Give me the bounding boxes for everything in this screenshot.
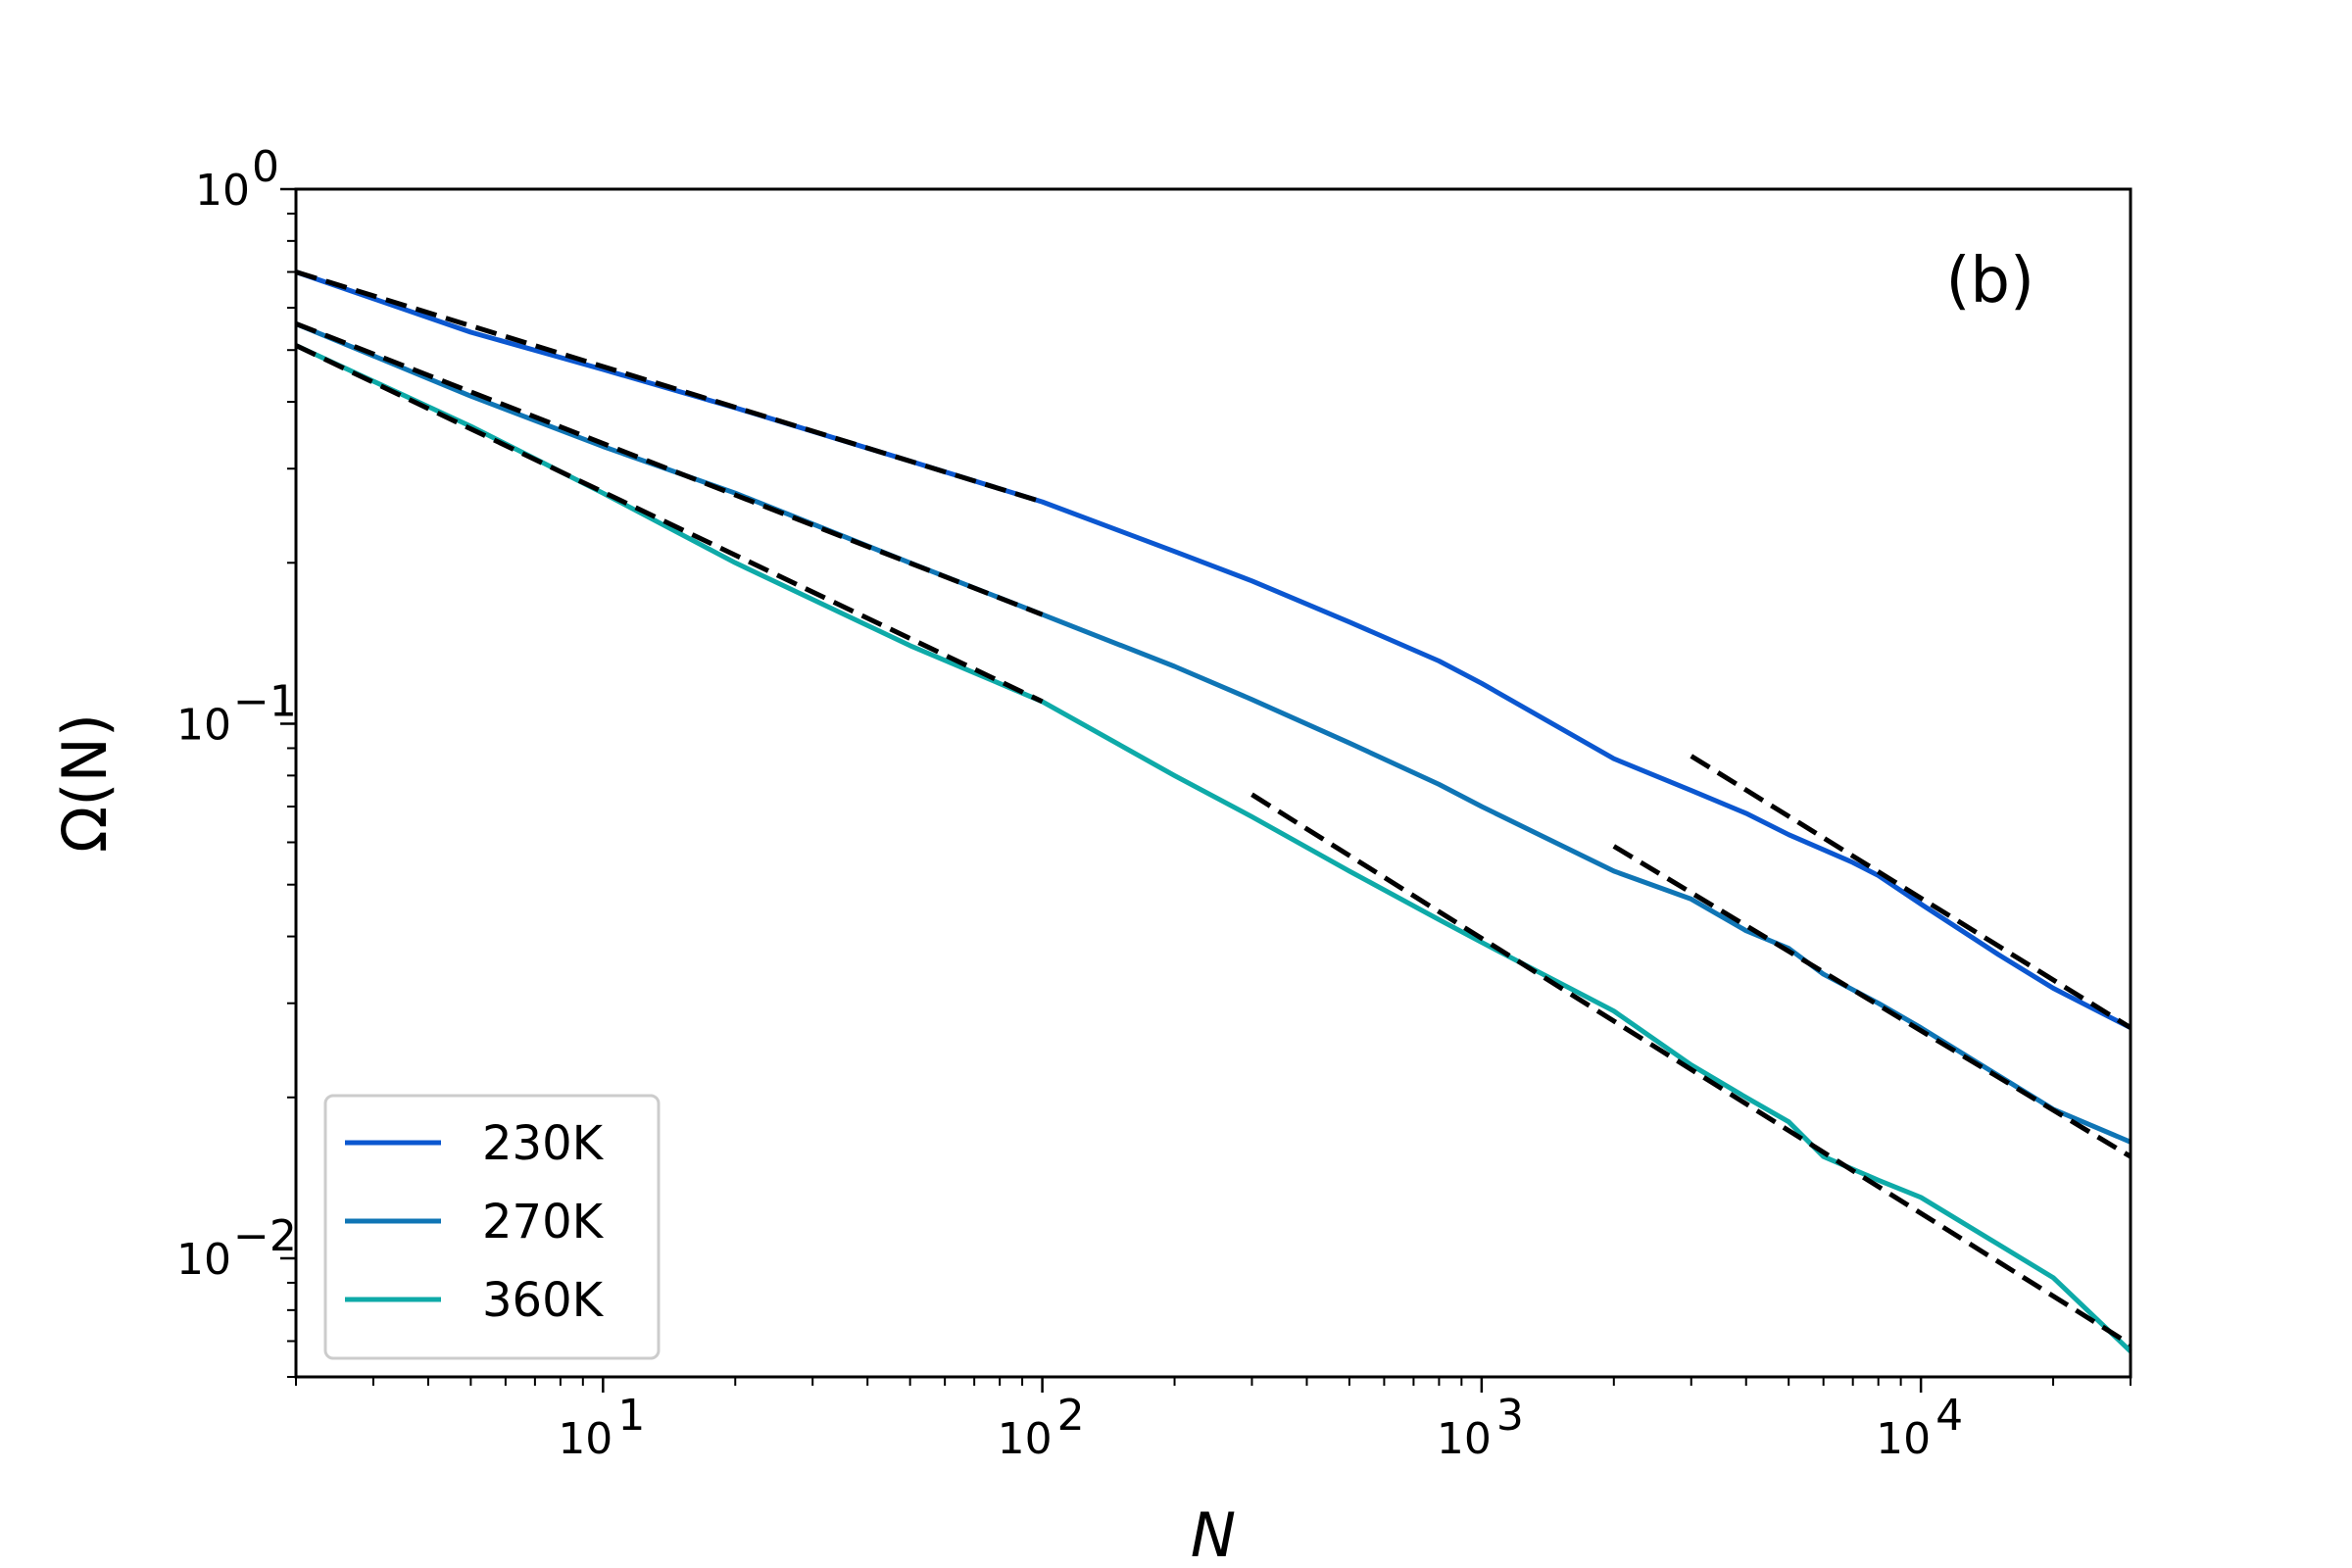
fit-line	[295, 321, 1044, 617]
y-tick-label: 10 −1	[176, 676, 297, 750]
legend: 230K 270K 360K	[323, 1094, 661, 1360]
x-tick-exp: 1	[617, 1391, 645, 1441]
legend-entry: 230K	[345, 1116, 605, 1171]
x-axis-label: N	[1191, 1499, 1236, 1568]
y-axis-label: Ω(N)	[49, 713, 121, 853]
x-tick-base: 10	[1437, 1414, 1492, 1464]
y-tick-base: 10	[195, 166, 250, 216]
x-tick-base: 10	[558, 1414, 612, 1464]
legend-box	[323, 1094, 661, 1360]
y-tick-exp: −2	[233, 1211, 297, 1261]
series-line-230K	[295, 270, 2132, 1030]
legend-entry: 270K	[345, 1195, 605, 1250]
legend-entry: 360K	[345, 1273, 605, 1328]
fit-line	[1612, 844, 2132, 1159]
x-tick-base: 10	[998, 1414, 1053, 1464]
x-tick-label: 10 4	[1876, 1391, 1963, 1464]
fit-line	[1250, 792, 2132, 1348]
major-ticks	[280, 187, 1923, 1393]
panel-label: (b)	[1945, 245, 2034, 318]
y-tick-label: 10 −2	[176, 1211, 297, 1285]
x-tick-exp: 3	[1496, 1391, 1524, 1441]
legend-label: 270K	[482, 1195, 605, 1250]
x-tick-exp: 2	[1057, 1391, 1085, 1441]
fit-line	[295, 270, 1044, 505]
legend-entries: 230K 270K 360K	[345, 1116, 605, 1328]
fit-lines	[294, 270, 2132, 1348]
x-tick-label: 10 2	[998, 1391, 1085, 1464]
y-tick-label: 10 0	[195, 142, 279, 216]
x-tick-label: 10 1	[558, 1391, 645, 1464]
y-tick-base: 10	[176, 700, 231, 750]
y-tick-exp: −1	[233, 676, 297, 726]
y-tick-base: 10	[176, 1235, 231, 1285]
legend-label: 360K	[482, 1273, 605, 1328]
fit-line	[294, 343, 1044, 705]
tick-labels: 10 1 10 2 10 3 10 410 010 −110 −2	[176, 142, 1963, 1464]
plot-frame	[294, 187, 2132, 1379]
y-tick-exp: 0	[252, 142, 279, 192]
series-line-270K	[295, 321, 2132, 1145]
x-tick-label: 10 3	[1437, 1391, 1524, 1464]
fit-line	[1690, 754, 2132, 1030]
x-tick-exp: 4	[1936, 1391, 1963, 1441]
legend-label: 230K	[482, 1116, 605, 1171]
series-line-360K	[294, 343, 2132, 1353]
x-tick-base: 10	[1876, 1414, 1931, 1464]
